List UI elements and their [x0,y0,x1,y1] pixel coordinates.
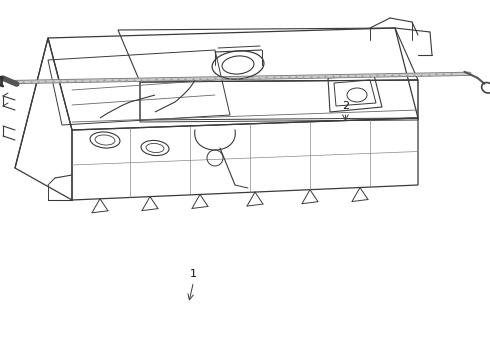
Text: 1: 1 [190,269,197,279]
Text: 2: 2 [342,101,349,111]
